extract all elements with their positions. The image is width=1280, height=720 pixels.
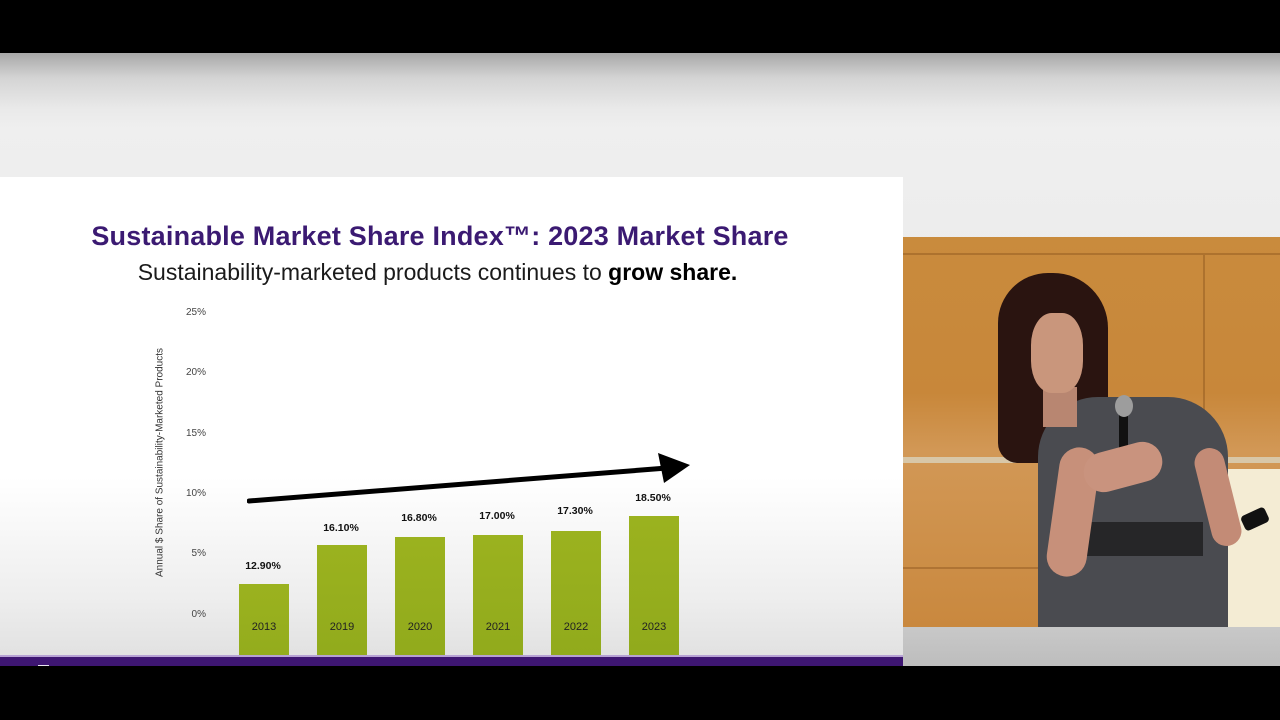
letterbox-top [0, 0, 1280, 53]
x-tick: 2020 [407, 621, 433, 633]
bar-chart: Annual $ Share of Sustainability-Markete… [140, 302, 700, 687]
speaker-neck [1043, 387, 1077, 427]
letterbox-bottom [0, 666, 1280, 720]
y-tick: 0% [191, 609, 206, 620]
y-tick: 15% [185, 428, 206, 439]
y-tick: 25% [185, 307, 206, 318]
y-tick: 5% [191, 548, 206, 559]
y-tick: 10% [185, 488, 206, 499]
microphone-head [1115, 395, 1133, 417]
slide: Sustainable Market Share Index™: 2023 Ma… [0, 177, 903, 687]
speaker-face [1031, 313, 1083, 393]
subtitle-emphasis: grow share. [608, 259, 738, 285]
bar-value-label: 17.30% [557, 505, 593, 517]
x-tick: 2021 [485, 621, 511, 633]
bar-value-label: 16.80% [401, 512, 437, 524]
slide-subtitle: Sustainability-marketed products continu… [0, 259, 875, 286]
slide-title: Sustainable Market Share Index™: 2023 Ma… [91, 221, 789, 251]
y-tick: 20% [185, 367, 206, 378]
wood-panel-seam [1203, 255, 1205, 455]
speaker-belt [1078, 522, 1203, 556]
speaker-video [903, 237, 1280, 627]
subtitle-text: Sustainability-marketed products continu… [137, 259, 609, 285]
wood-panel-seam [903, 253, 1280, 255]
presentation-stage: Sustainable Market Share Index™: 2023 Ma… [0, 53, 1280, 687]
x-tick: 2022 [563, 621, 589, 633]
bar-value-label: 18.50% [635, 492, 671, 504]
trend-arrow-icon [247, 453, 690, 504]
y-axis-label: Annual $ Share of Sustainability-Markete… [154, 348, 166, 578]
x-tick: 2019 [329, 621, 355, 633]
bar-value-label: 12.90% [245, 560, 281, 572]
x-tick: 2013 [251, 621, 277, 633]
bar-value-label: 17.00% [479, 510, 515, 522]
x-tick: 2023 [641, 621, 667, 633]
bar-value-label: 16.10% [323, 522, 359, 534]
microphone-icon [1119, 399, 1128, 459]
